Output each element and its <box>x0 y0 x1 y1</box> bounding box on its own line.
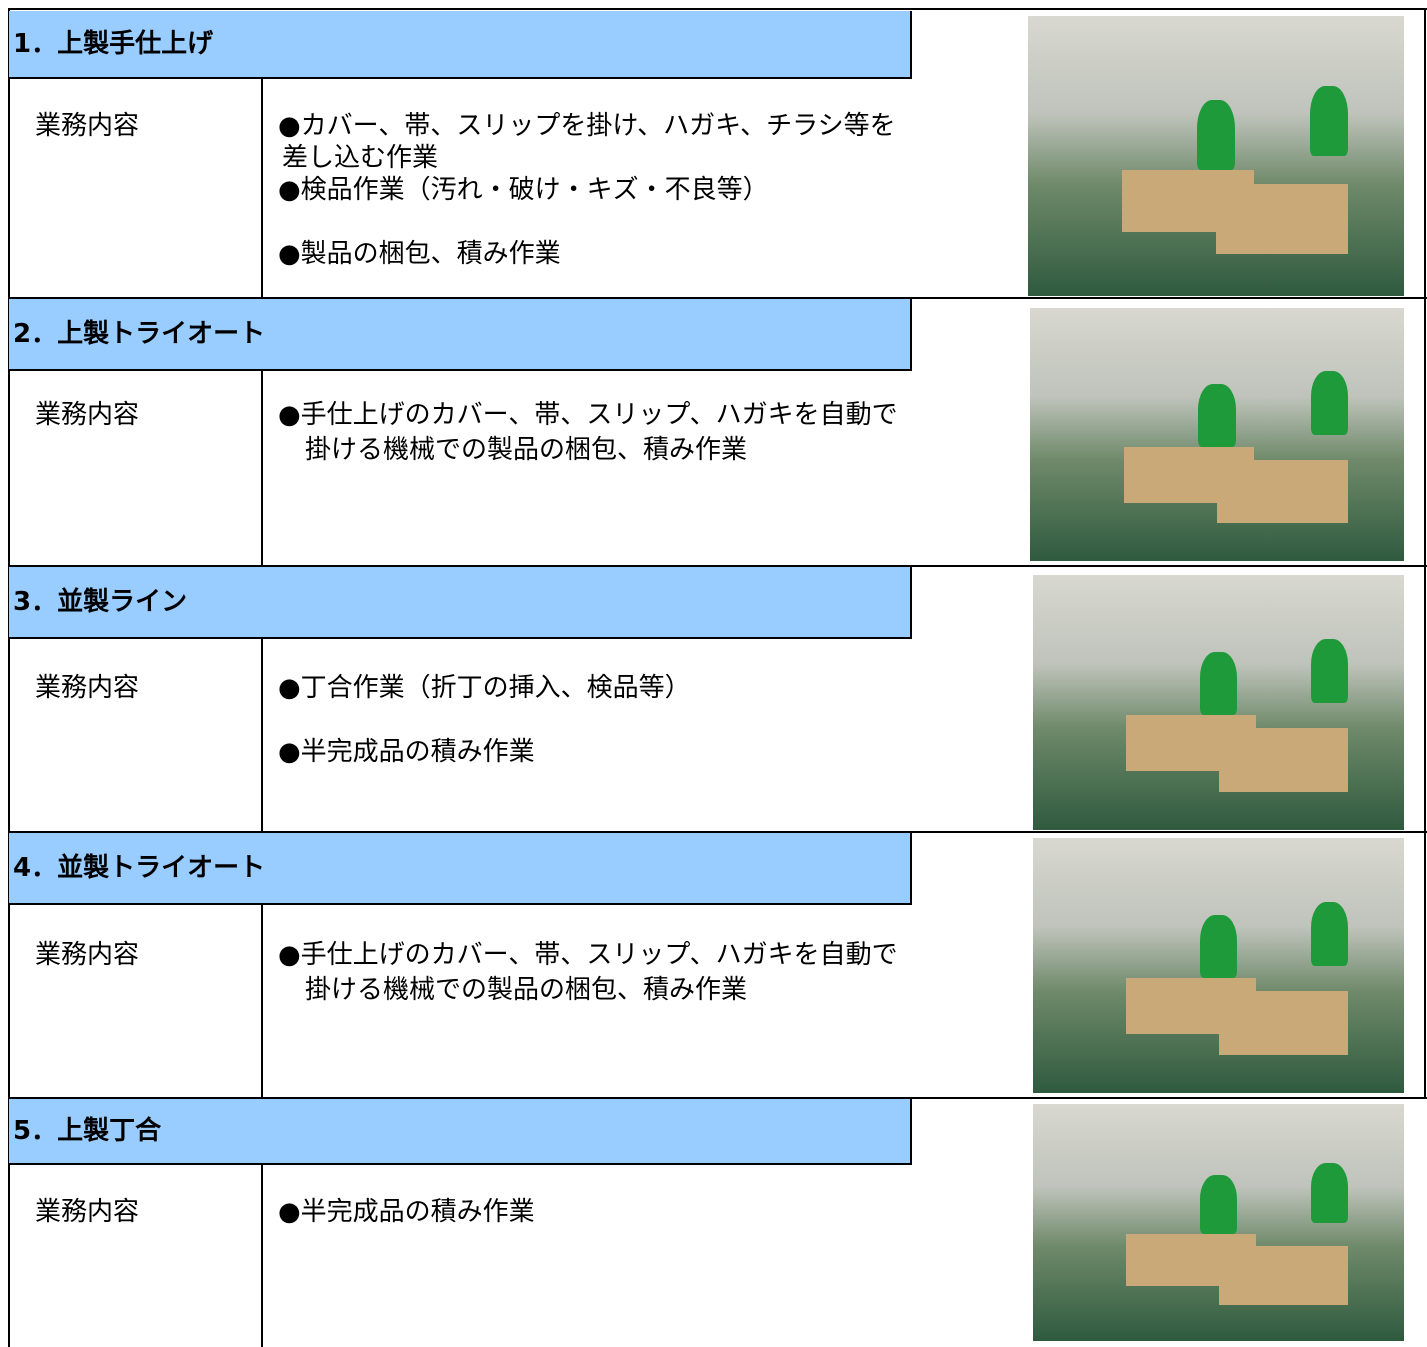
photo-detail <box>1218 728 1349 792</box>
row-label: 業務内容 <box>35 111 140 141</box>
photo <box>1028 16 1404 296</box>
task-line: 掛ける機械での製品の梱包、積み作業 <box>305 975 748 1005</box>
column-divider <box>261 638 263 832</box>
photo-detail <box>1216 184 1348 254</box>
section-header: 2．上製トライオート <box>9 299 912 371</box>
task-line: 差し込む作業 <box>282 143 439 173</box>
task-line: ●手仕上げのカバー、帯、スリップ、ハガキを自動で <box>278 940 898 970</box>
photo-detail <box>1197 100 1235 170</box>
task-line: ●製品の梱包、積み作業 <box>278 239 561 269</box>
section-divider <box>8 1097 1427 1099</box>
column-divider <box>261 904 263 1098</box>
section-header: 1．上製手仕上げ <box>9 11 912 79</box>
task-line: ●半完成品の積み作業 <box>278 1197 535 1227</box>
task-line: ●丁合作業（折丁の挿入、検品等） <box>278 673 691 703</box>
photo-detail <box>1198 383 1236 448</box>
section-divider <box>8 565 1427 567</box>
photo-detail <box>1311 638 1349 703</box>
section-divider <box>8 831 1427 833</box>
photo <box>1033 575 1404 830</box>
photo-detail <box>1310 371 1348 435</box>
task-line: ●カバー、帯、スリップを掛け、ハガキ、チラシ等を <box>278 111 896 141</box>
photo-detail <box>1199 914 1238 979</box>
border <box>8 8 1427 10</box>
task-line: ●半完成品の積み作業 <box>278 737 535 767</box>
photo-detail <box>1199 651 1238 716</box>
section-header: 5．上製丁合 <box>9 1099 912 1165</box>
column-divider <box>261 1164 263 1347</box>
task-line: 掛ける機械での製品の梱包、積み作業 <box>305 435 748 465</box>
photo-detail <box>1218 991 1349 1055</box>
photo-detail <box>1217 459 1348 524</box>
row-label: 業務内容 <box>35 940 140 970</box>
section-header: 3．並製ライン <box>9 567 912 639</box>
photo-detail <box>1218 1246 1349 1306</box>
photo <box>1030 308 1404 561</box>
row-label: 業務内容 <box>35 400 140 430</box>
section-divider <box>8 297 1427 299</box>
column-divider <box>261 78 263 298</box>
row-label: 業務内容 <box>35 1197 140 1227</box>
border <box>8 8 10 1347</box>
photo-detail <box>1199 1175 1238 1235</box>
photo-detail <box>1311 1163 1349 1223</box>
border <box>1424 8 1426 1098</box>
column-divider <box>261 370 263 566</box>
photo <box>1033 1104 1404 1341</box>
photo-detail <box>1311 901 1349 966</box>
photo-detail <box>1310 86 1348 156</box>
section-header: 4．並製トライオート <box>9 833 912 905</box>
task-line: ●手仕上げのカバー、帯、スリップ、ハガキを自動で <box>278 400 898 430</box>
task-line: ●検品作業（汚れ・破け・キズ・不良等） <box>278 175 769 205</box>
photo <box>1033 838 1404 1093</box>
row-label: 業務内容 <box>35 673 140 703</box>
